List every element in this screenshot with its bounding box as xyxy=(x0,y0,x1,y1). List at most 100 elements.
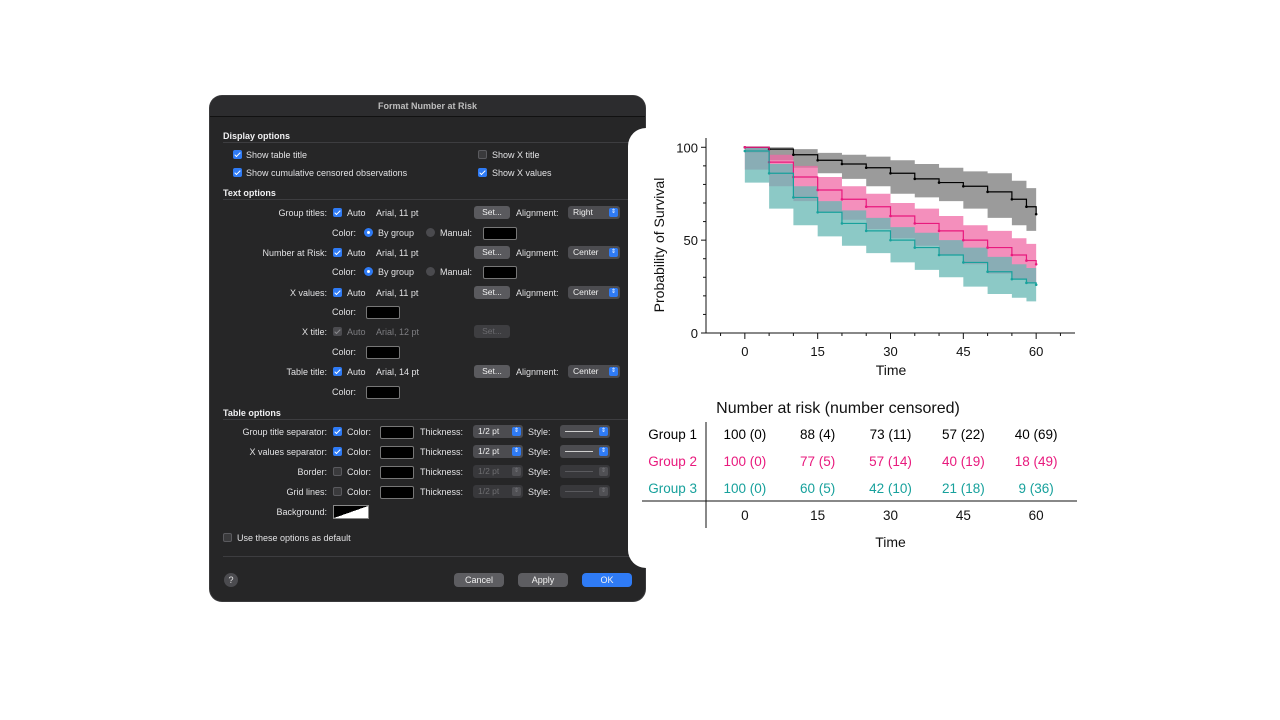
chevron-updown-icon: ⇕ xyxy=(512,427,521,436)
table-title-set-button[interactable]: Set... xyxy=(474,365,510,378)
dialog-title: Format Number at Risk xyxy=(210,96,645,117)
series-3-point xyxy=(816,210,819,214)
group-titles-set-button[interactable]: Set... xyxy=(474,206,510,219)
survival-line-2 xyxy=(744,146,1037,265)
show-x-values-checkbox[interactable] xyxy=(478,168,487,177)
x-values-separator-color-swatch[interactable] xyxy=(380,446,414,459)
x-values-alignment-select[interactable]: Center ⇕ xyxy=(568,286,620,299)
group-titles-auto-checkbox[interactable] xyxy=(333,208,342,217)
risk-table-group-label: Group 3 xyxy=(648,481,697,496)
grid-lines-style-select[interactable]: ⇕ xyxy=(560,485,610,498)
series-3-point xyxy=(767,171,771,175)
chevron-updown-icon: ⇕ xyxy=(609,367,618,376)
number-at-risk-by-group-radio[interactable] xyxy=(364,267,373,276)
color-label: Color: xyxy=(332,228,357,238)
ok-button[interactable]: OK xyxy=(582,573,632,587)
manual-label: Manual: xyxy=(440,267,473,277)
thickness-value: 1/2 pt xyxy=(478,486,500,496)
auto-label: Auto xyxy=(347,288,366,298)
series-3-point xyxy=(840,222,844,225)
table-title-alignment-value: Center xyxy=(573,366,599,376)
border-checkbox[interactable] xyxy=(333,467,342,476)
style-label: Style: xyxy=(528,467,551,477)
background-color-swatch[interactable] xyxy=(333,505,369,519)
group-title-separator-style-select[interactable]: ⇕ xyxy=(560,425,610,438)
x-values-set-button[interactable]: Set... xyxy=(474,286,510,299)
series-2-point xyxy=(937,229,941,233)
series-1-point xyxy=(1010,197,1014,201)
series-2-point xyxy=(889,214,892,218)
group-titles-by-group-radio[interactable] xyxy=(364,228,373,237)
border-style-select[interactable]: ⇕ xyxy=(560,465,610,478)
help-button[interactable]: ? xyxy=(224,573,238,587)
x-title-color-swatch[interactable] xyxy=(366,346,400,359)
series-1-point xyxy=(1025,205,1028,209)
x-values-font: Arial, 11 pt xyxy=(376,288,419,298)
group-title-separator-label: Group title separator: xyxy=(242,427,327,437)
table-title-alignment-select[interactable]: Center ⇕ xyxy=(568,365,620,378)
number-at-risk-alignment-select[interactable]: Center ⇕ xyxy=(568,246,620,259)
grid-lines-color-swatch[interactable] xyxy=(380,486,414,499)
color-label: Color: xyxy=(332,387,357,397)
group-titles-manual-radio[interactable] xyxy=(426,228,435,237)
group-titles-color-swatch[interactable] xyxy=(483,227,517,240)
survival-line-3 xyxy=(744,150,1037,285)
series-3-point xyxy=(792,196,795,199)
by-group-label: By group xyxy=(378,267,415,277)
x-title-auto-checkbox[interactable] xyxy=(333,327,342,336)
border-thickness-select[interactable]: 1/2 pt ⇕ xyxy=(473,465,523,478)
thickness-label: Thickness: xyxy=(420,447,464,457)
chevron-updown-icon: ⇕ xyxy=(599,487,608,496)
grid-lines-thickness-select[interactable]: 1/2 pt ⇕ xyxy=(473,485,523,498)
alignment-label: Alignment: xyxy=(516,208,559,218)
show-x-title-checkbox[interactable] xyxy=(478,150,487,159)
x-tick-label: 30 xyxy=(883,344,897,359)
series-2-point xyxy=(913,222,917,225)
risk-table-title: Number at risk (number censored) xyxy=(716,400,960,417)
series-2-point xyxy=(1025,259,1028,262)
border-color-swatch[interactable] xyxy=(380,466,414,479)
show-table-title-checkbox[interactable] xyxy=(233,150,242,159)
table-title-auto-checkbox[interactable] xyxy=(333,367,342,376)
show-cumulative-checkbox[interactable] xyxy=(233,168,242,177)
x-values-separator-thickness-select[interactable]: 1/2 pt ⇕ xyxy=(473,445,523,458)
risk-table-group-label: Group 2 xyxy=(648,454,697,469)
number-at-risk-auto-checkbox[interactable] xyxy=(333,248,342,257)
x-title-set-button[interactable]: Set... xyxy=(474,325,510,338)
grid-lines-label: Grid lines: xyxy=(286,487,327,497)
apply-button[interactable]: Apply xyxy=(518,573,568,587)
y-tick-label: 100 xyxy=(676,140,698,155)
chevron-updown-icon: ⇕ xyxy=(599,467,608,476)
color-label: Color: xyxy=(332,267,357,277)
alignment-label: Alignment: xyxy=(516,367,559,377)
number-at-risk-manual-radio[interactable] xyxy=(426,267,435,276)
group-title-separator-color-swatch[interactable] xyxy=(380,426,414,439)
group-title-separator-checkbox[interactable] xyxy=(333,427,342,436)
x-values-auto-checkbox[interactable] xyxy=(333,288,342,297)
group-titles-alignment-select[interactable]: Right ⇕ xyxy=(568,206,620,219)
risk-table-time-value: 45 xyxy=(956,508,971,523)
x-values-color-swatch[interactable] xyxy=(366,306,400,319)
risk-table-cell: 21 (18) xyxy=(942,481,985,496)
risk-table-cell: 57 (14) xyxy=(869,454,912,469)
border-label: Border: xyxy=(297,467,327,477)
risk-table-time-value: 30 xyxy=(883,508,898,523)
x-title-font: Arial, 12 pt xyxy=(376,327,420,337)
grid-lines-checkbox[interactable] xyxy=(333,487,342,496)
color-label: Color: xyxy=(347,427,372,437)
table-title-label: Table title: xyxy=(286,367,327,377)
x-values-separator-style-select[interactable]: ⇕ xyxy=(560,445,610,458)
chevron-updown-icon: ⇕ xyxy=(512,467,521,476)
group-title-separator-thickness-select[interactable]: 1/2 pt ⇕ xyxy=(473,425,523,438)
show-x-title-label: Show X title xyxy=(492,150,540,160)
use-default-checkbox[interactable] xyxy=(223,533,232,542)
series-2-point xyxy=(743,145,747,149)
cancel-button[interactable]: Cancel xyxy=(454,573,504,587)
show-x-values-label: Show X values xyxy=(492,168,552,178)
number-at-risk-color-swatch[interactable] xyxy=(483,266,517,279)
table-title-color-swatch[interactable] xyxy=(366,386,400,399)
x-values-separator-checkbox[interactable] xyxy=(333,447,342,456)
auto-label: Auto xyxy=(347,367,366,377)
number-at-risk-set-button[interactable]: Set... xyxy=(474,246,510,259)
risk-table-cell: 40 (69) xyxy=(1015,427,1058,442)
